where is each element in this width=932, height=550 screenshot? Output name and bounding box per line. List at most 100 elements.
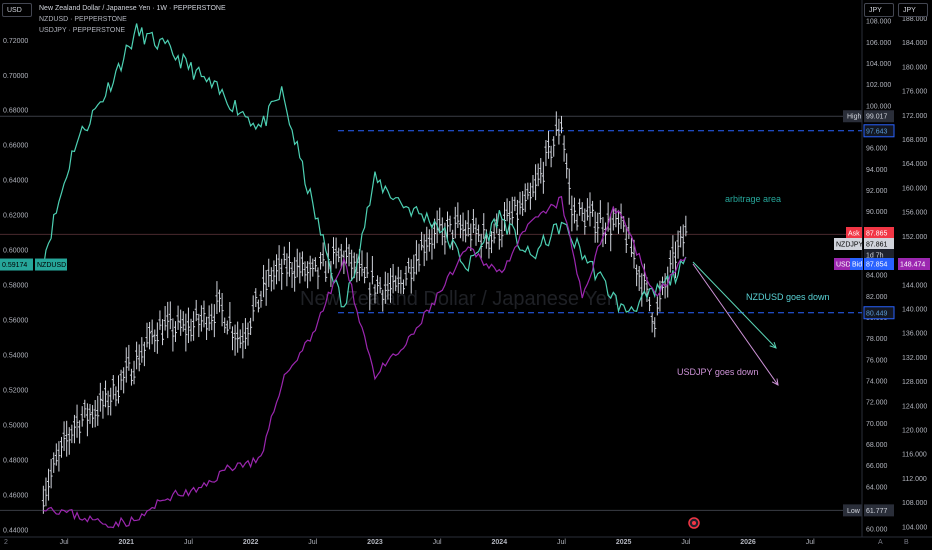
left-axis-tick: 0.50000 — [3, 422, 28, 429]
dashed-level-tag — [863, 306, 895, 320]
left-axis-tick: 0.44000 — [3, 527, 28, 534]
ask-label: Ask — [848, 231, 860, 238]
reference-tag-label: High — [847, 114, 862, 121]
right-axis-2-tick: 152.000 — [902, 234, 927, 241]
auto-scale-glyph: A — [878, 539, 883, 546]
right-scale-button-2[interactable]: JPY — [898, 3, 928, 17]
dashed-level-value: 80.449 — [866, 310, 888, 317]
left-axis-tick: 0.62000 — [3, 213, 28, 220]
usdjpy-usd-tag-bg — [834, 258, 852, 270]
bid-price-bg — [864, 258, 894, 270]
right-axis-2-tick: 104.000 — [902, 524, 927, 531]
usdjpy-price-bg — [898, 258, 930, 270]
left-axis-tick: 0.60000 — [3, 248, 28, 255]
ask-price-bg — [864, 227, 894, 239]
right-axis-1-tick: 108.000 — [866, 19, 891, 26]
annotation-arbitrage-area: arbitrage area — [725, 194, 781, 204]
nzdusd-line — [42, 23, 687, 314]
x-axis-tick: Jul — [681, 539, 690, 546]
left-axis-tick: 0.56000 — [3, 318, 28, 325]
nzdusd-name-tag — [35, 258, 67, 271]
dashed-level-tag — [863, 124, 895, 138]
nzdusd-price-value: 0.59174 — [2, 262, 27, 269]
reference-tag-bg — [843, 110, 862, 123]
x-axis-tick: 2022 — [243, 539, 259, 546]
left-axis-tick: 0.72000 — [3, 38, 28, 45]
right-axis-2-tick: 128.000 — [902, 379, 927, 386]
x-axis-tick: 2021 — [118, 539, 134, 546]
left-axis-tick: 0.66000 — [3, 143, 28, 150]
usdjpy-down-arrow — [692, 263, 778, 385]
x-axis-tick: 2023 — [367, 539, 383, 546]
symbol-tag: NZDJPY — [836, 242, 864, 249]
left-axis-tick: 0.58000 — [3, 283, 28, 290]
watermark-text: New Zealand Dollar / Japanese Yen — [300, 288, 618, 310]
usdjpy-usd-tag: USD — [836, 262, 851, 269]
left-axis-tick: 0.54000 — [3, 352, 28, 359]
reference-value-bg — [864, 110, 894, 123]
last-price-bg — [864, 238, 894, 250]
right-axis-2-tick: 136.000 — [902, 331, 927, 338]
right-axis-1-tick: 90.000 — [866, 209, 888, 216]
bid-label: Bid — [852, 262, 862, 269]
symbol-tag-bg — [834, 238, 862, 250]
right-axis-1-tick: 68.000 — [866, 442, 888, 449]
right-axis-2-tick: 188.000 — [902, 16, 927, 23]
ask-label-bg — [846, 227, 862, 239]
right-axis-1-tick: 72.000 — [866, 400, 888, 407]
right-axis-2-tick: 120.000 — [902, 428, 927, 435]
nzdusd-price-tag — [0, 258, 33, 271]
left-axis-tick: 0.48000 — [3, 457, 28, 464]
right-axis-2-tick: 180.000 — [902, 64, 927, 71]
ask-price: 87.865 — [866, 231, 888, 238]
x-axis-tick: Jul — [806, 539, 815, 546]
right-axis-1-tick: 100.000 — [866, 103, 891, 110]
right-axis-1-tick: 94.000 — [866, 167, 888, 174]
last-price: 87.861 — [866, 242, 888, 249]
right-axis-1-tick: 78.000 — [866, 336, 888, 343]
bid-price: 87.854 — [866, 262, 888, 269]
right-axis-1-tick: 66.000 — [866, 463, 888, 470]
series-legend-nzdusd[interactable]: NZDUSD · PEPPERSTONE — [39, 16, 127, 23]
left-scale-button[interactable]: USD — [2, 3, 32, 17]
reference-value-text: 99.017 — [866, 114, 888, 121]
right-axis-1-tick: 70.000 — [866, 421, 888, 428]
x-axis-tick: Jul — [184, 539, 193, 546]
event-marker-dot — [692, 521, 696, 525]
left-axis-tick: 0.68000 — [3, 108, 28, 115]
right-axis-2-tick: 112.000 — [902, 476, 927, 483]
x-axis-tick: Jul — [308, 539, 317, 546]
bar-countdown: 1d 7h — [866, 253, 884, 260]
right-axis-1-tick: 104.000 — [866, 61, 891, 68]
series-legend-usdjpy[interactable]: USDJPY · PEPPERSTONE — [39, 27, 126, 34]
right-scale-button-1[interactable]: JPY — [864, 3, 894, 17]
x-axis-tick: Jul — [433, 539, 442, 546]
usdjpy-line — [43, 195, 687, 529]
usdjpy-price: 148.474 — [900, 262, 925, 269]
right-axis-2-tick: 184.000 — [902, 40, 927, 47]
right-axis-1-tick: 92.000 — [866, 188, 888, 195]
right-axis-2-tick: 116.000 — [902, 452, 927, 459]
reference-tag-bg — [843, 504, 862, 517]
bottom-left-glyph: 2 — [4, 539, 8, 546]
x-axis-tick: 2024 — [492, 539, 508, 546]
right-axis-1-tick: 102.000 — [866, 82, 891, 89]
annotation-nzdusd-goes-down: NZDUSD goes down — [746, 292, 830, 302]
left-axis-tick: 0.52000 — [3, 387, 28, 394]
right-axis-2-tick: 172.000 — [902, 113, 927, 120]
reference-value-bg — [864, 504, 894, 517]
right-axis-2-tick: 164.000 — [902, 161, 927, 168]
dashed-level-value: 97.643 — [866, 128, 888, 135]
left-axis-tick: 0.46000 — [3, 492, 28, 499]
right-axis-2-tick: 160.000 — [902, 185, 927, 192]
x-axis-tick: 2026 — [740, 539, 756, 546]
right-axis-1-tick: 106.000 — [866, 40, 891, 47]
right-axis-1-tick: 84.000 — [866, 273, 888, 280]
nzdusd-down-arrow — [692, 261, 776, 348]
bid-label-bg — [850, 258, 863, 270]
right-axis-2-tick: 176.000 — [902, 89, 927, 96]
right-axis-2-tick: 144.000 — [902, 282, 927, 289]
right-axis-1-tick: 96.000 — [866, 146, 888, 153]
right-axis-1-tick: 76.000 — [866, 357, 888, 364]
